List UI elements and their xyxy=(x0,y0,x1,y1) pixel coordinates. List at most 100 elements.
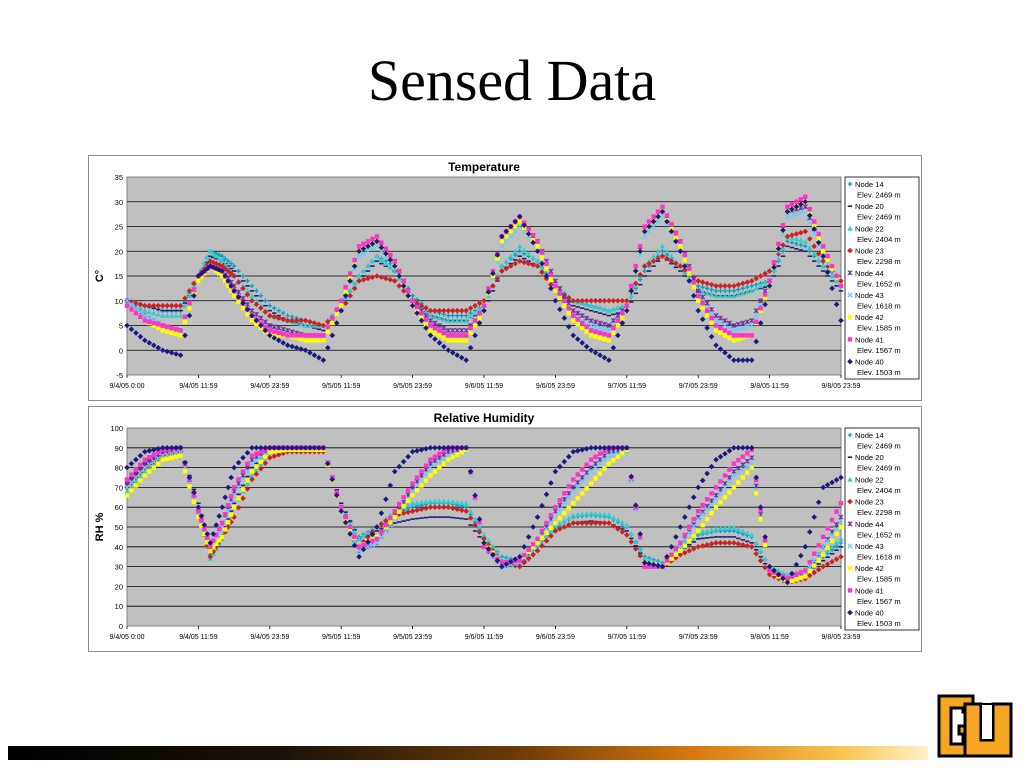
humidity-y-tick-label: 80 xyxy=(115,464,123,473)
data-point xyxy=(339,505,344,510)
data-point xyxy=(637,244,643,249)
data-point xyxy=(789,574,795,579)
data-point xyxy=(753,540,759,546)
data-point xyxy=(476,529,483,535)
data-point xyxy=(168,312,175,318)
data-point xyxy=(258,455,264,461)
data-point xyxy=(731,540,737,546)
data-point xyxy=(467,508,474,514)
data-point xyxy=(298,317,304,324)
data-point xyxy=(383,246,389,251)
data-point xyxy=(650,218,657,225)
data-point xyxy=(798,197,804,202)
data-point xyxy=(824,538,831,544)
data-point xyxy=(718,325,723,331)
data-point xyxy=(690,545,697,552)
data-point xyxy=(602,448,607,453)
data-point xyxy=(361,241,366,247)
data-point xyxy=(481,303,487,308)
data-point xyxy=(776,241,781,247)
data-point xyxy=(387,257,394,263)
data-point xyxy=(561,293,567,299)
data-point xyxy=(736,287,741,292)
data-point xyxy=(583,343,590,350)
data-point xyxy=(833,477,840,483)
data-point xyxy=(570,520,577,526)
legend-marker xyxy=(847,225,853,231)
data-point xyxy=(186,474,193,481)
data-point xyxy=(147,455,152,460)
data-point xyxy=(388,515,393,521)
data-point xyxy=(298,346,304,352)
data-point xyxy=(624,297,630,304)
data-point xyxy=(682,537,688,543)
data-point xyxy=(722,293,728,298)
data-point xyxy=(731,461,737,466)
data-point xyxy=(548,277,554,282)
data-point xyxy=(579,313,585,319)
data-point xyxy=(646,560,652,567)
legend-marker xyxy=(847,358,853,365)
data-point xyxy=(472,516,478,522)
data-point xyxy=(803,568,808,573)
data-point xyxy=(138,478,143,483)
data-point xyxy=(534,514,541,520)
data-point xyxy=(351,263,358,269)
data-point xyxy=(820,563,826,570)
data-point xyxy=(137,469,144,476)
data-point xyxy=(204,254,211,260)
data-point xyxy=(146,302,153,309)
data-point xyxy=(798,575,804,581)
data-point xyxy=(351,285,358,292)
data-point xyxy=(450,499,456,504)
data-point xyxy=(552,512,559,518)
data-point xyxy=(410,484,416,490)
data-point xyxy=(418,317,425,324)
data-point xyxy=(829,285,835,292)
data-point xyxy=(803,244,808,249)
data-point xyxy=(704,300,710,306)
data-point xyxy=(803,194,808,199)
data-point xyxy=(164,324,170,329)
humidity-y-tick-label: 60 xyxy=(115,503,123,512)
temperature-x-tick-label: 9/8/05 11:59 xyxy=(750,383,789,390)
data-point xyxy=(490,270,496,277)
data-point xyxy=(379,529,384,535)
legend-entry-elevation: Elev. 2404 m xyxy=(857,235,901,244)
data-point xyxy=(601,326,608,332)
data-point xyxy=(575,479,581,486)
data-point xyxy=(615,323,621,328)
data-point xyxy=(713,496,719,502)
data-point xyxy=(736,480,741,485)
legend-entry-name: Node 44 xyxy=(855,269,884,278)
data-point xyxy=(606,453,612,459)
data-point xyxy=(601,457,608,463)
data-point xyxy=(325,318,331,325)
data-point xyxy=(583,510,590,516)
legend-entry-name: Node 20 xyxy=(855,453,884,462)
data-point xyxy=(713,526,719,532)
data-point xyxy=(593,454,598,459)
data-point xyxy=(160,328,165,333)
data-point xyxy=(235,294,242,300)
data-point xyxy=(673,546,679,551)
legend-entry-name: Node 41 xyxy=(855,586,884,595)
data-point xyxy=(219,258,225,264)
data-point xyxy=(833,301,840,308)
humidity-y-tick-label: 70 xyxy=(115,483,123,492)
data-point xyxy=(186,288,193,294)
data-point xyxy=(463,327,469,334)
data-point xyxy=(834,509,839,514)
data-point xyxy=(396,283,403,289)
data-point xyxy=(668,544,675,550)
data-point xyxy=(610,317,617,324)
data-point xyxy=(544,530,549,536)
data-point xyxy=(228,283,234,289)
data-point xyxy=(731,322,737,329)
data-point xyxy=(561,496,567,502)
data-point xyxy=(677,248,684,255)
data-point xyxy=(128,299,135,305)
data-point xyxy=(735,445,742,451)
data-point xyxy=(771,264,777,271)
data-point xyxy=(432,330,438,336)
